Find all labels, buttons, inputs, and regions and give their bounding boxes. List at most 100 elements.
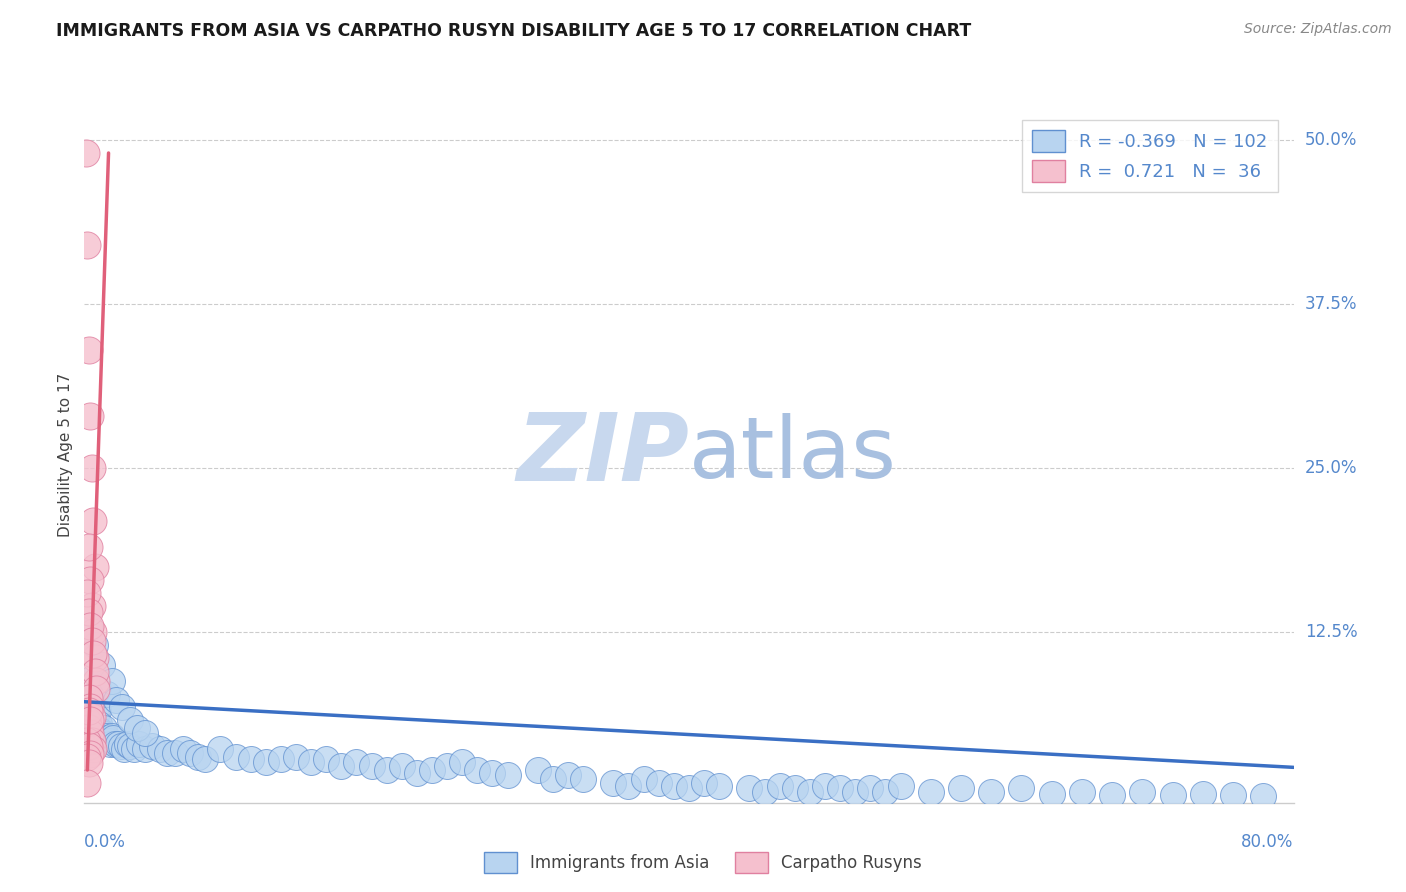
Point bbox=[77, 690, 100, 705]
Point bbox=[97, 734, 120, 748]
Point bbox=[391, 759, 413, 773]
Text: 12.5%: 12.5% bbox=[1305, 624, 1357, 641]
Point bbox=[87, 704, 110, 718]
Point bbox=[890, 779, 912, 793]
Point bbox=[82, 742, 104, 756]
Point bbox=[84, 717, 107, 731]
Point bbox=[80, 707, 103, 722]
Point bbox=[100, 673, 122, 688]
Text: 80.0%: 80.0% bbox=[1241, 833, 1294, 851]
Point bbox=[77, 756, 100, 771]
Point bbox=[96, 687, 118, 701]
Point bbox=[94, 729, 117, 743]
Text: 25.0%: 25.0% bbox=[1305, 459, 1357, 477]
Point bbox=[187, 749, 209, 764]
Point bbox=[830, 781, 852, 796]
Point bbox=[1161, 788, 1184, 802]
Point bbox=[980, 785, 1002, 799]
Point bbox=[647, 776, 671, 790]
Point bbox=[1251, 789, 1274, 804]
Point bbox=[84, 559, 107, 574]
Point bbox=[79, 618, 101, 632]
Point bbox=[467, 763, 489, 777]
Point bbox=[783, 781, 806, 796]
Legend: R = -0.369   N = 102, R =  0.721   N =  36: R = -0.369 N = 102, R = 0.721 N = 36 bbox=[1022, 120, 1278, 193]
Point bbox=[76, 734, 98, 748]
Point bbox=[76, 238, 98, 252]
Y-axis label: Disability Age 5 to 17: Disability Age 5 to 17 bbox=[58, 373, 73, 537]
Point bbox=[87, 681, 110, 696]
Point bbox=[80, 634, 103, 648]
Point bbox=[451, 755, 474, 769]
Point bbox=[77, 343, 100, 357]
Point bbox=[76, 586, 98, 600]
Point bbox=[76, 713, 98, 727]
Point bbox=[859, 781, 882, 796]
Text: 50.0%: 50.0% bbox=[1305, 131, 1357, 149]
Point bbox=[122, 742, 145, 756]
Point bbox=[254, 755, 277, 769]
Point bbox=[141, 739, 163, 754]
Point bbox=[75, 146, 97, 161]
Point bbox=[526, 763, 548, 777]
Point bbox=[84, 665, 107, 679]
Point bbox=[82, 648, 104, 662]
Point bbox=[633, 772, 655, 787]
Legend: Immigrants from Asia, Carpatho Rusyns: Immigrants from Asia, Carpatho Rusyns bbox=[477, 846, 929, 880]
Point bbox=[82, 625, 104, 640]
Point bbox=[662, 779, 685, 793]
Point bbox=[96, 731, 118, 746]
Point bbox=[80, 734, 103, 748]
Point bbox=[1071, 785, 1094, 799]
Point bbox=[481, 765, 503, 780]
Point bbox=[77, 721, 100, 735]
Point bbox=[79, 687, 101, 701]
Point bbox=[77, 540, 100, 554]
Point bbox=[100, 729, 122, 743]
Point bbox=[86, 707, 108, 722]
Point bbox=[107, 737, 129, 751]
Point bbox=[709, 779, 731, 793]
Point bbox=[86, 673, 108, 688]
Point bbox=[128, 737, 150, 751]
Point bbox=[80, 671, 103, 685]
Text: ZIP: ZIP bbox=[516, 409, 689, 501]
Point bbox=[79, 700, 101, 714]
Point bbox=[950, 781, 973, 796]
Point bbox=[91, 726, 114, 740]
Point bbox=[82, 713, 104, 727]
Text: 37.5%: 37.5% bbox=[1305, 295, 1357, 313]
Point bbox=[156, 746, 179, 760]
Point bbox=[111, 700, 134, 714]
Point bbox=[163, 746, 186, 760]
Point bbox=[118, 739, 141, 754]
Point bbox=[346, 755, 368, 769]
Point bbox=[270, 752, 292, 766]
Point bbox=[844, 785, 866, 799]
Point bbox=[1191, 787, 1213, 801]
Point bbox=[98, 737, 121, 751]
Point bbox=[104, 737, 127, 751]
Point bbox=[89, 717, 111, 731]
Point bbox=[541, 772, 564, 787]
Point bbox=[127, 721, 149, 735]
Point bbox=[149, 742, 172, 756]
Point bbox=[80, 710, 103, 724]
Point bbox=[93, 721, 115, 735]
Point bbox=[617, 779, 640, 793]
Point bbox=[299, 755, 322, 769]
Point bbox=[134, 742, 156, 756]
Point bbox=[1010, 781, 1032, 796]
Point bbox=[84, 651, 107, 665]
Point bbox=[179, 746, 201, 760]
Point bbox=[875, 785, 897, 799]
Point bbox=[284, 749, 308, 764]
Point bbox=[77, 606, 100, 620]
Point bbox=[76, 776, 98, 790]
Text: IMMIGRANTS FROM ASIA VS CARPATHO RUSYN DISABILITY AGE 5 TO 17 CORRELATION CHART: IMMIGRANTS FROM ASIA VS CARPATHO RUSYN D… bbox=[56, 22, 972, 40]
Point bbox=[572, 772, 595, 787]
Point bbox=[436, 759, 458, 773]
Point bbox=[91, 657, 114, 672]
Point bbox=[118, 713, 141, 727]
Point bbox=[1222, 788, 1244, 802]
